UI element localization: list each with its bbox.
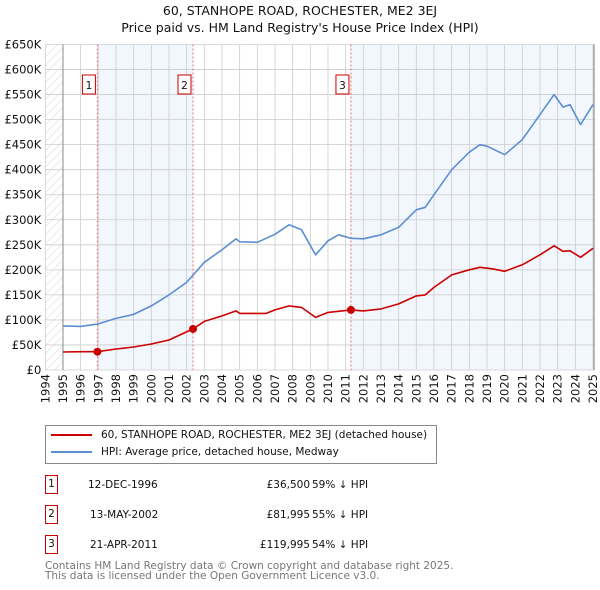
sale-date: 12-DEC-1996 xyxy=(88,479,158,491)
y-tick-label: £0 xyxy=(27,363,42,377)
sale-price: £119,995 xyxy=(259,539,310,551)
pre-data-hatch xyxy=(45,44,63,370)
x-tick-label: 2016 xyxy=(427,374,441,403)
x-tick-label: 1996 xyxy=(74,374,88,403)
x-tick-label: 2015 xyxy=(409,374,423,403)
x-tick-label: 2003 xyxy=(197,374,211,403)
x-tick-label: 2021 xyxy=(515,374,529,403)
legend-swatch-red xyxy=(51,434,92,436)
x-tick-label: 2004 xyxy=(215,374,229,403)
sale-row: 2 13-MAY-2002 £81,995 55% ↓ HPI xyxy=(45,505,465,525)
y-tick-label: £650K xyxy=(4,38,41,52)
x-tick-label: 2014 xyxy=(392,374,406,403)
sale-number: 2 xyxy=(45,505,58,524)
hpi-line xyxy=(62,93,594,328)
x-tick-label: 2022 xyxy=(533,374,547,403)
x-tick-label: 2017 xyxy=(445,374,459,403)
legend-item-property: 60, STANHOPE ROAD, ROCHESTER, ME2 3EJ (d… xyxy=(51,429,427,441)
chart-subtitle: Price paid vs. HM Land Registry's House … xyxy=(121,20,478,35)
sale-label-number: 3 xyxy=(339,80,346,92)
y-tick-label: £600K xyxy=(4,63,41,77)
y-tick-label: £100K xyxy=(4,313,41,327)
sale-row: 1 12-DEC-1996 £36,500 59% ↓ HPI xyxy=(45,475,465,495)
sale-point xyxy=(346,305,355,314)
legend-label: HPI: Average price, detached house, Medw… xyxy=(101,446,339,458)
sale-label-box xyxy=(177,74,192,95)
sale-hpi-diff: 54% ↓ HPI xyxy=(312,539,369,551)
sale-label-box xyxy=(81,74,96,95)
y-tick-label: £300K xyxy=(4,213,41,227)
sale-label-box xyxy=(335,74,350,95)
x-tick-label: 2011 xyxy=(339,374,353,403)
sale-price: £36,500 xyxy=(266,479,310,491)
x-tick-label: 1999 xyxy=(127,374,141,403)
chart-title: 60, STANHOPE ROAD, ROCHESTER, ME2 3EJ xyxy=(163,3,437,18)
x-tick-label: 2006 xyxy=(250,374,264,403)
sale-number: 3 xyxy=(45,535,58,554)
legend-item-hpi: HPI: Average price, detached house, Medw… xyxy=(51,446,339,458)
x-tick-label: 2005 xyxy=(233,374,247,403)
y-tick-label: £250K xyxy=(4,238,41,252)
sale-price: £81,995 xyxy=(266,509,310,521)
sale-date: 13-MAY-2002 xyxy=(90,509,159,521)
y-tick-label: £200K xyxy=(4,263,41,277)
x-tick-label: 2008 xyxy=(286,374,300,403)
sale-point xyxy=(189,324,198,333)
ownership-shade xyxy=(97,44,194,370)
legend-swatch-blue xyxy=(51,451,92,453)
x-tick-label: 1995 xyxy=(56,374,70,403)
x-tick-label: 2018 xyxy=(462,374,476,403)
x-tick-label: 2020 xyxy=(498,374,512,403)
y-tick-label: £50K xyxy=(12,338,42,352)
y-tick-label: £400K xyxy=(4,163,41,177)
y-tick-label: £450K xyxy=(4,138,41,152)
y-tick-label: £350K xyxy=(4,188,41,202)
x-tick-label: 1998 xyxy=(109,374,123,403)
x-tick-label: 2010 xyxy=(321,374,335,403)
x-tick-label: 2000 xyxy=(144,374,158,403)
sale-label-number: 1 xyxy=(86,80,93,92)
x-tick-label: 2002 xyxy=(180,374,194,403)
x-tick-label: 2013 xyxy=(374,374,388,403)
x-tick-label: 2025 xyxy=(586,374,600,403)
footer-copyright: Contains HM Land Registry data © Crown c… xyxy=(45,560,454,572)
footer: Contains HM Land Registry data © Crown c… xyxy=(45,560,454,582)
sale-row: 3 21-APR-2011 £119,995 54% ↓ HPI xyxy=(45,535,465,555)
x-tick-label: 2001 xyxy=(162,374,176,403)
legend-label: 60, STANHOPE ROAD, ROCHESTER, ME2 3EJ (d… xyxy=(101,429,428,441)
y-tick-label: £150K xyxy=(4,288,41,302)
x-tick-label: 2024 xyxy=(568,374,582,403)
price-chart: 60, STANHOPE ROAD, ROCHESTER, ME2 3EJ Pr… xyxy=(4,3,600,403)
legend: 60, STANHOPE ROAD, ROCHESTER, ME2 3EJ (d… xyxy=(45,425,437,464)
x-tick-label: 2023 xyxy=(551,374,565,403)
x-tick-label: 1997 xyxy=(91,374,105,403)
y-tick-label: £500K xyxy=(4,113,41,127)
sale-hpi-diff: 55% ↓ HPI xyxy=(312,509,369,521)
x-tick-label: 1994 xyxy=(38,374,52,403)
ownership-shade xyxy=(350,44,595,370)
sale-label-number: 2 xyxy=(181,80,188,92)
x-tick-label: 2019 xyxy=(480,374,494,403)
footer-licence: This data is licensed under the Open Gov… xyxy=(45,570,380,582)
x-tick-label: 2009 xyxy=(303,374,317,403)
sale-hpi-diff: 59% ↓ HPI xyxy=(312,479,369,491)
x-tick-label: 2012 xyxy=(356,374,370,403)
x-tick-label: 2007 xyxy=(268,374,282,403)
y-tick-label: £550K xyxy=(4,88,41,102)
sale-date: 21-APR-2011 xyxy=(90,539,158,551)
sale-number: 1 xyxy=(45,475,58,494)
sale-point xyxy=(93,347,102,356)
